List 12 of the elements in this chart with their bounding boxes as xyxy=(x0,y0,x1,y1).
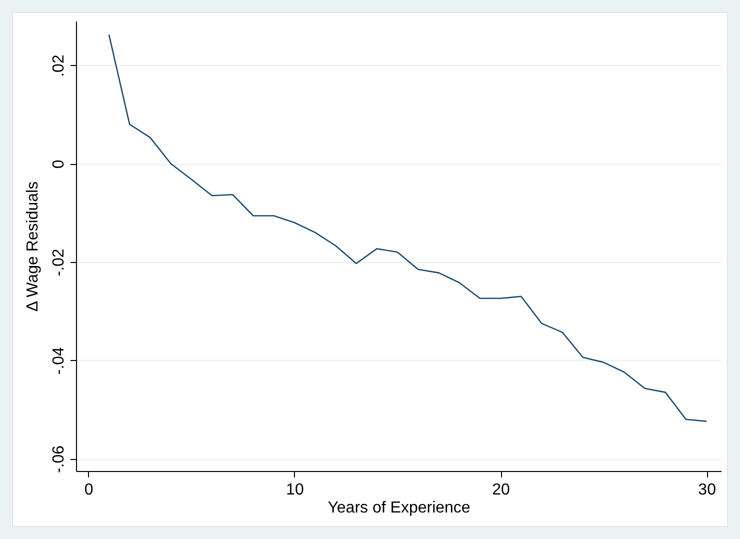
y-tick-label: -.04 xyxy=(50,346,68,375)
x-tick-label: 30 xyxy=(698,482,716,498)
y-tick-label: -.02 xyxy=(50,248,68,276)
x-tick-label: 10 xyxy=(286,482,304,498)
x-axis-title: Years of Experience xyxy=(328,500,470,516)
x-tick-label: 0 xyxy=(84,482,94,498)
y-tick-label: 0 xyxy=(50,160,68,169)
y-tick-label: .02 xyxy=(50,54,68,77)
y-tick-label: -.06 xyxy=(50,445,68,473)
line-series xyxy=(108,34,708,422)
y-axis-title: Δ Wage Residuals xyxy=(24,181,42,312)
x-tick-label: 20 xyxy=(492,482,510,498)
